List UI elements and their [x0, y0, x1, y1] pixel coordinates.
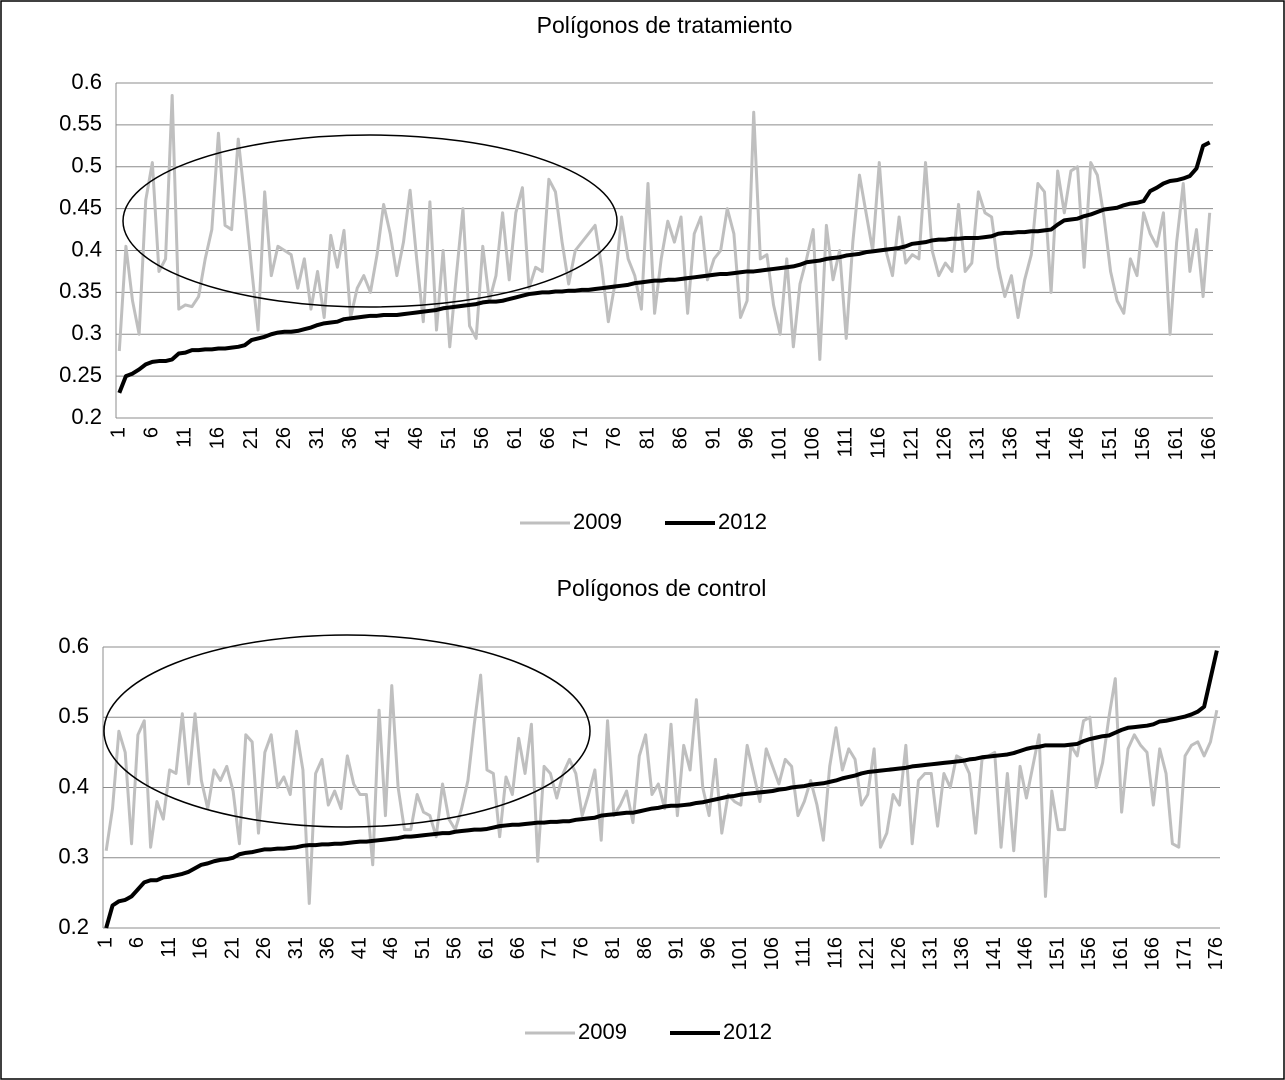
x-tick-label: 1 [94, 937, 116, 948]
x-tick-label: 126 [934, 427, 956, 460]
legend-label: 2009 [573, 509, 622, 534]
x-tick-label: 176 [1205, 937, 1227, 970]
x-tick-label: 126 [888, 937, 910, 970]
x-tick-label: 161 [1165, 427, 1187, 460]
x-tick-label: 131 [967, 427, 989, 460]
x-tick-label: 161 [1110, 937, 1132, 970]
x-tick-label: 136 [951, 937, 973, 970]
x-tick-label: 11 [158, 937, 180, 958]
x-tick-label: 141 [1033, 427, 1055, 460]
x-tick-label: 56 [471, 427, 493, 449]
x-tick-label: 136 [1000, 427, 1022, 460]
x-tick-label: 36 [317, 937, 339, 959]
x-tick-label: 11 [174, 427, 196, 448]
x-tick-label: 61 [504, 427, 526, 449]
x-tick-label: 51 [412, 937, 434, 959]
x-tick-label: 101 [768, 427, 790, 460]
chart-title: Polígonos de tratamiento [537, 12, 793, 38]
x-tick-label: 51 [438, 427, 460, 449]
series-line [117, 94, 1212, 361]
x-tick-label: 46 [380, 937, 402, 959]
y-tick-label: 0.5 [71, 153, 102, 178]
y-tick-label: 0.6 [71, 69, 102, 94]
x-tick-label: 91 [666, 937, 688, 959]
x-tick-label: 41 [348, 937, 370, 959]
x-tick-label: 26 [273, 427, 295, 449]
x-tick-label: 156 [1078, 937, 1100, 970]
chart-title: Polígonos de control [557, 575, 767, 601]
y-tick-label: 0.4 [71, 236, 102, 261]
legend-label: 2009 [578, 1019, 627, 1044]
x-tick-label: 146 [1015, 937, 1037, 970]
x-tick-label: 31 [285, 937, 307, 959]
x-tick-label: 71 [539, 937, 561, 959]
x-tick-label: 96 [697, 937, 719, 959]
x-tick-label: 26 [253, 937, 275, 959]
highlight-ellipse [122, 134, 618, 308]
x-tick-label: 36 [339, 427, 361, 449]
x-tick-label: 116 [868, 427, 890, 459]
x-tick-label: 6 [126, 937, 148, 948]
x-tick-label: 171 [1173, 937, 1195, 970]
x-tick-label: 86 [669, 427, 691, 449]
x-tick-label: 156 [1132, 427, 1154, 460]
x-tick-label: 56 [444, 937, 466, 959]
y-tick-label: 0.6 [58, 633, 89, 658]
x-tick-label: 166 [1198, 427, 1220, 460]
x-tick-label: 151 [1099, 427, 1121, 460]
y-tick-label: 0.25 [59, 362, 102, 387]
y-tick-label: 0.45 [59, 194, 102, 219]
y-tick-label: 0.55 [59, 111, 102, 136]
y-tick-label: 0.5 [58, 703, 89, 728]
x-tick-label: 66 [507, 937, 529, 959]
series-line [117, 140, 1211, 394]
x-tick-label: 146 [1066, 427, 1088, 460]
x-tick-label: 131 [920, 937, 942, 970]
x-tick-label: 16 [207, 427, 229, 449]
highlight-ellipse [103, 634, 591, 828]
x-tick-label: 81 [602, 937, 624, 959]
x-tick-label: 6 [141, 427, 163, 438]
y-tick-label: 0.4 [58, 773, 89, 798]
legend-label: 2012 [718, 509, 767, 534]
x-tick-label: 76 [603, 427, 625, 449]
x-tick-label: 86 [634, 937, 656, 959]
x-tick-label: 111 [793, 937, 815, 967]
legend-label: 2012 [723, 1019, 772, 1044]
x-tick-label: 21 [240, 427, 262, 449]
x-tick-label: 116 [824, 937, 846, 969]
series-line [104, 650, 1219, 929]
y-tick-label: 0.35 [59, 278, 102, 303]
x-tick-label: 106 [761, 937, 783, 970]
x-tick-label: 21 [221, 937, 243, 959]
x-tick-label: 41 [372, 427, 394, 449]
x-tick-label: 91 [702, 427, 724, 449]
x-tick-label: 46 [405, 427, 427, 449]
x-tick-label: 151 [1046, 937, 1068, 970]
x-tick-label: 71 [570, 427, 592, 449]
x-tick-label: 81 [636, 427, 658, 449]
x-tick-label: 121 [856, 937, 878, 970]
y-tick-label: 0.3 [58, 844, 89, 869]
y-tick-label: 0.3 [71, 320, 102, 345]
x-tick-label: 76 [570, 937, 592, 959]
series-line [104, 673, 1219, 905]
x-tick-label: 166 [1142, 937, 1164, 970]
x-tick-label: 66 [537, 427, 559, 449]
x-tick-label: 111 [835, 427, 857, 457]
x-tick-label: 31 [306, 427, 328, 449]
x-tick-label: 16 [190, 937, 212, 959]
x-tick-label: 61 [475, 937, 497, 959]
x-tick-label: 141 [983, 937, 1005, 970]
x-tick-label: 96 [735, 427, 757, 449]
plots: Polígonos de tratamiento 0.2 0.25 0.3 0.35 0.… [58, 12, 1227, 1044]
x-tick-label: 1 [108, 427, 130, 438]
x-tick-label: 121 [901, 427, 923, 460]
x-tick-label: 101 [729, 937, 751, 970]
y-tick-label: 0.2 [58, 914, 89, 939]
y-tick-label: 0.2 [71, 404, 102, 429]
x-tick-label: 106 [801, 427, 823, 460]
